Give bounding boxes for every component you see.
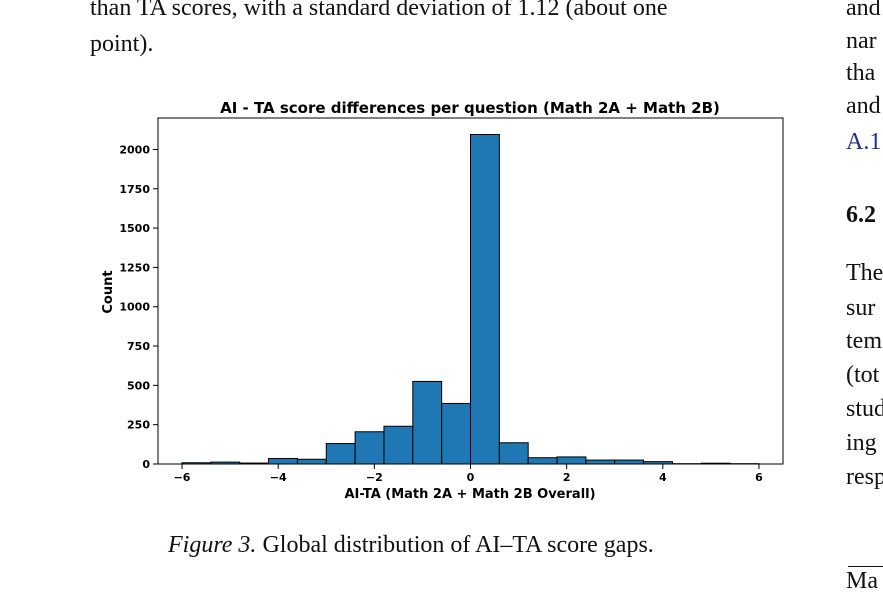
histogram-bar bbox=[383, 425, 414, 465]
y-axis-label: Count bbox=[101, 270, 116, 313]
x-axis-ticks: −6 −4 −2 0 2 4 6 bbox=[174, 464, 763, 484]
right-column-text: resp bbox=[846, 464, 883, 490]
y-tick-label: 0 bbox=[142, 458, 150, 471]
caption-text: Global distribution of AI–TA score gaps. bbox=[262, 532, 654, 558]
x-tick-label: 0 bbox=[467, 471, 475, 484]
histogram-bar bbox=[441, 402, 471, 465]
figure-label: Figure 3. bbox=[168, 532, 257, 558]
histogram-bar bbox=[527, 457, 558, 465]
right-column-text: (tot bbox=[846, 362, 880, 388]
histogram-bar bbox=[614, 459, 645, 465]
x-tick-label: 4 bbox=[659, 471, 667, 484]
y-tick-label: 1000 bbox=[119, 301, 150, 314]
bars-group bbox=[181, 134, 760, 465]
y-tick-label: 250 bbox=[127, 419, 150, 432]
x-tick-label: −4 bbox=[270, 471, 287, 484]
right-column-text: and bbox=[846, 0, 881, 21]
histogram-bar bbox=[470, 134, 500, 465]
histogram-bar bbox=[296, 458, 327, 465]
histogram-bar bbox=[585, 459, 616, 465]
y-tick-label: 500 bbox=[127, 379, 150, 392]
right-column-text: ing bbox=[846, 430, 877, 456]
right-column-text: tem bbox=[846, 328, 882, 354]
histogram-bar bbox=[412, 380, 443, 465]
right-column-text: and bbox=[846, 93, 881, 119]
section-heading: 6.2 bbox=[846, 202, 876, 228]
figure-caption: Figure 3. Global distribution of AI–TA s… bbox=[168, 530, 654, 560]
y-tick-label: 750 bbox=[127, 340, 150, 353]
x-tick-label: −2 bbox=[366, 471, 383, 484]
y-axis-ticks: 0 250 500 750 1000 1250 1500 1750 2000 bbox=[119, 143, 158, 471]
histogram-bar bbox=[556, 456, 587, 465]
appendix-link[interactable]: A.1 bbox=[846, 129, 882, 155]
histogram-bar bbox=[325, 443, 356, 465]
chart-title: AI - TA score differences per question (… bbox=[220, 99, 720, 117]
right-column-text: nar bbox=[846, 28, 877, 54]
histogram-bar bbox=[498, 442, 529, 465]
x-tick-label: 2 bbox=[563, 471, 571, 484]
table-header-fragment: Ma bbox=[846, 568, 878, 594]
y-tick-label: 1500 bbox=[119, 222, 150, 235]
y-tick-label: 1250 bbox=[119, 261, 150, 274]
body-text-line: point). bbox=[90, 31, 154, 57]
right-column-text: sur bbox=[846, 295, 876, 321]
y-tick-label: 1750 bbox=[119, 183, 150, 196]
body-text-line: than TA scores, with a standard deviatio… bbox=[90, 0, 668, 21]
table-top-rule bbox=[848, 566, 883, 567]
histogram-bar bbox=[268, 457, 298, 465]
right-column-text: The bbox=[846, 260, 883, 286]
y-tick-label: 2000 bbox=[119, 143, 150, 156]
right-column-text: stud bbox=[846, 396, 883, 422]
x-tick-label: −6 bbox=[174, 471, 191, 484]
x-tick-label: 6 bbox=[755, 471, 763, 484]
histogram-bar bbox=[354, 431, 385, 465]
x-axis-label: AI-TA (Math 2A + Math 2B Overall) bbox=[344, 487, 595, 502]
right-column-text: tha bbox=[846, 60, 876, 86]
